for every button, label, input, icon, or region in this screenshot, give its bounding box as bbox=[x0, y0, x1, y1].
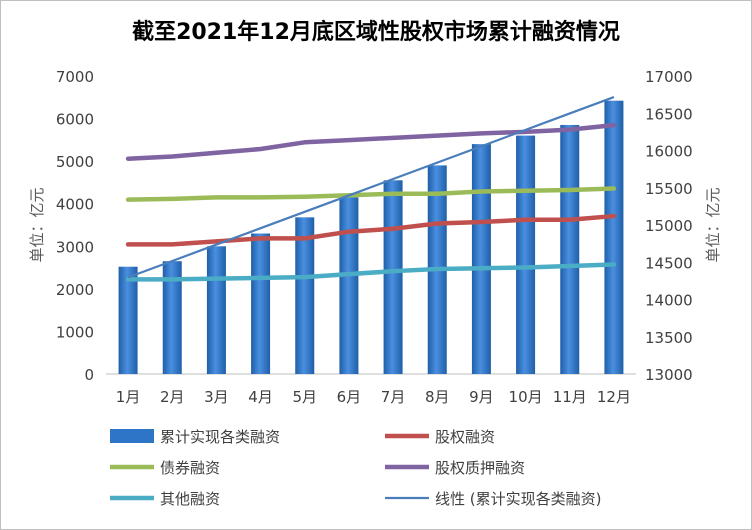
x-tick-label: 3月 bbox=[204, 388, 229, 406]
y-tick-label: 1000 bbox=[56, 323, 94, 341]
x-tick-label: 5月 bbox=[292, 388, 317, 406]
bar bbox=[295, 217, 315, 374]
y2-tick-label: 15000 bbox=[645, 217, 693, 235]
legend-label: 股权质押融资 bbox=[435, 459, 525, 477]
x-tick-label: 6月 bbox=[337, 388, 362, 406]
x-tick-label: 1月 bbox=[116, 388, 141, 406]
bar bbox=[560, 124, 580, 374]
legend-label: 累计实现各类融资 bbox=[160, 428, 280, 446]
y2-tick-label: 13500 bbox=[645, 329, 693, 347]
x-tick-label: 12月 bbox=[597, 388, 631, 406]
y-tick-label: 3000 bbox=[56, 238, 94, 256]
legend-label: 债券融资 bbox=[160, 459, 220, 477]
y-axis-title: 单位：亿元 bbox=[28, 187, 46, 262]
legend-swatch bbox=[110, 429, 154, 443]
y2-tick-label: 14000 bbox=[645, 292, 693, 310]
y-tick-label: 0 bbox=[84, 366, 94, 384]
y2-tick-label: 16000 bbox=[645, 143, 693, 161]
y2-axis-title: 单位：亿元 bbox=[704, 187, 722, 262]
bar bbox=[471, 144, 491, 374]
y2-tick-label: 16500 bbox=[645, 105, 693, 123]
x-tick-label: 8月 bbox=[425, 388, 450, 406]
x-tick-label: 10月 bbox=[509, 388, 543, 406]
bar bbox=[516, 135, 536, 374]
y2-tick-label: 14500 bbox=[645, 254, 693, 272]
x-tick-label: 11月 bbox=[553, 388, 587, 406]
y-tick-label: 4000 bbox=[56, 196, 94, 214]
y2-tick-label: 17000 bbox=[645, 68, 693, 86]
y-tick-label: 6000 bbox=[56, 111, 94, 129]
x-tick-label: 9月 bbox=[469, 388, 494, 406]
x-tick-label: 4月 bbox=[248, 388, 273, 406]
bar bbox=[162, 261, 182, 374]
bar bbox=[604, 100, 624, 374]
legend-label: 其他融资 bbox=[160, 490, 220, 508]
bar bbox=[339, 197, 359, 374]
y2-tick-label: 13000 bbox=[645, 366, 693, 384]
y2-tick-label: 15500 bbox=[645, 180, 693, 198]
y-tick-label: 5000 bbox=[56, 153, 94, 171]
bar bbox=[383, 180, 403, 374]
x-tick-label: 7月 bbox=[381, 388, 406, 406]
y-tick-label: 2000 bbox=[56, 281, 94, 299]
bar bbox=[118, 266, 138, 374]
legend-label: 线性 (累计实现各类融资) bbox=[435, 490, 601, 508]
x-tick-label: 2月 bbox=[160, 388, 185, 406]
series-line bbox=[125, 213, 617, 247]
series-line bbox=[125, 262, 617, 282]
trendline bbox=[127, 96, 615, 279]
y-tick-label: 7000 bbox=[56, 68, 94, 86]
series-line bbox=[125, 122, 617, 161]
bar bbox=[206, 246, 226, 374]
series-line bbox=[125, 186, 617, 202]
bar bbox=[251, 233, 271, 374]
chart-title: 截至2021年12月底区域性股权市场累计融资情况 bbox=[132, 20, 620, 45]
legend-label: 股权融资 bbox=[435, 428, 495, 446]
